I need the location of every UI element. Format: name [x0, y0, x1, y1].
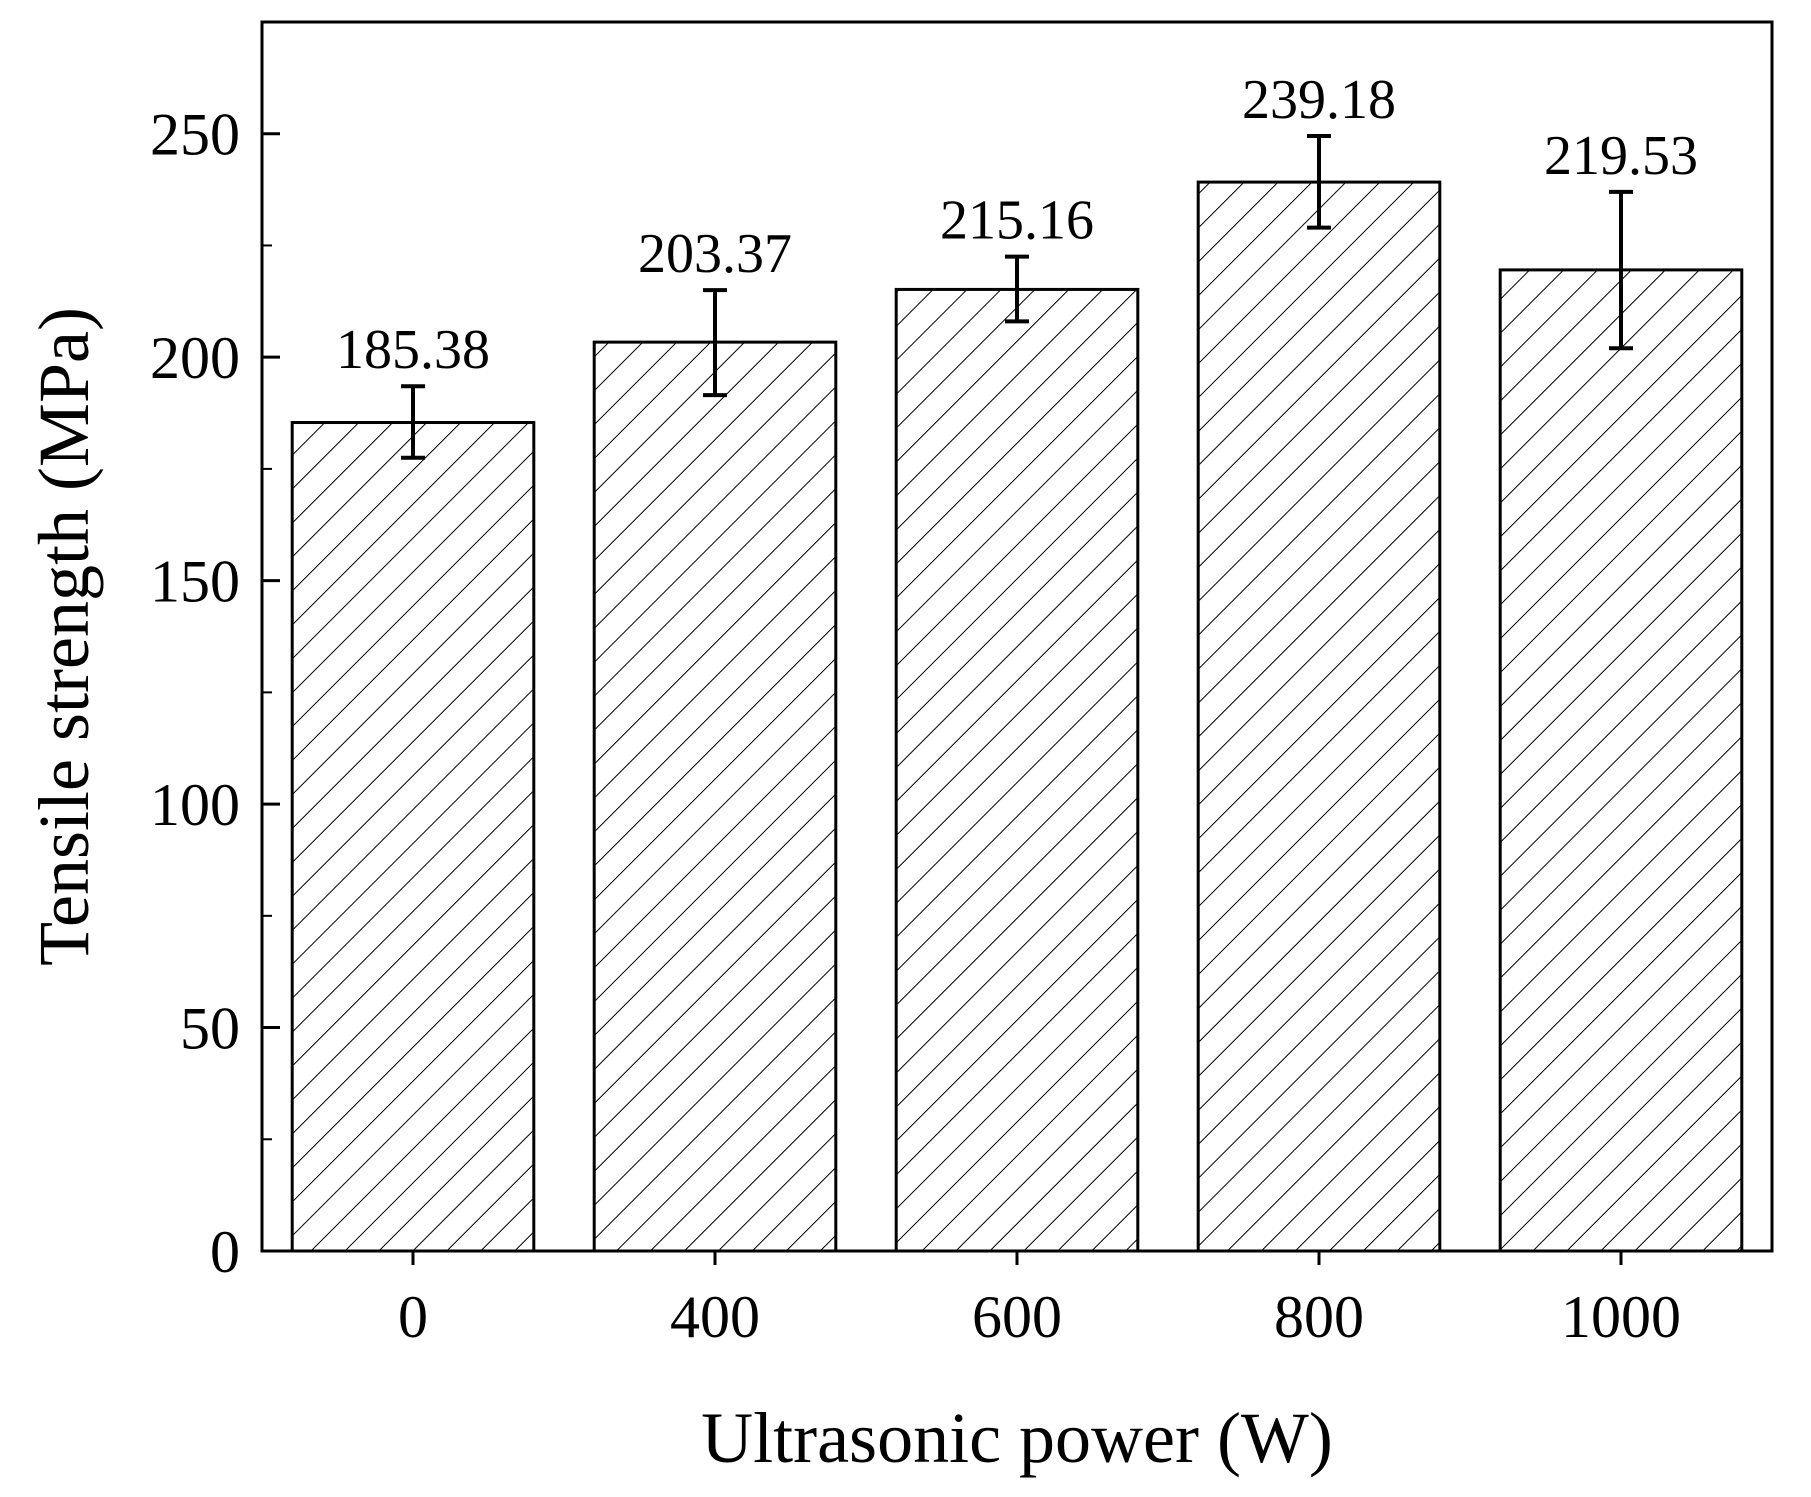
x-axis: 0 400 600 800 1000: [398, 1251, 1681, 1350]
bar-800: [1196, 180, 1442, 1253]
value-labels-layer: 185.38 203.37 215.16 239.18 219.53: [336, 69, 1698, 381]
y-axis: 0 50 100 150 200 250: [150, 102, 280, 1285]
error-bars-layer: [401, 133, 1633, 460]
bar-600: [894, 287, 1140, 1253]
y-tick-label-0: 0: [210, 1219, 240, 1285]
bar-1000: [1498, 268, 1744, 1253]
x-tick-label-1000: 1000: [1561, 1284, 1681, 1350]
value-label-400: 203.37: [638, 223, 792, 285]
error-bar-400: [703, 288, 727, 398]
bar-0: [290, 421, 536, 1253]
bar-400: [592, 340, 838, 1253]
y-tick-label-250: 250: [150, 102, 240, 168]
error-bar-1000: [1609, 189, 1633, 351]
y-axis-title: Tensile strength (MPa): [24, 307, 104, 966]
error-bar-800: [1307, 133, 1331, 230]
y-tick-label-150: 150: [150, 549, 240, 615]
error-bar-600: [1005, 254, 1029, 324]
y-tick-label-100: 100: [150, 772, 240, 838]
x-tick-label-800: 800: [1274, 1284, 1364, 1350]
x-tick-label-400: 400: [670, 1284, 760, 1350]
y-tick-label-50: 50: [180, 996, 240, 1062]
x-axis-title: Ultrasonic power (W): [701, 1398, 1333, 1478]
error-bar-0: [401, 384, 425, 460]
bars-layer: [290, 180, 1744, 1253]
x-tick-label-600: 600: [972, 1284, 1062, 1350]
y-tick-label-200: 200: [150, 325, 240, 391]
x-tick-label-0: 0: [398, 1284, 428, 1350]
value-label-0: 185.38: [336, 319, 490, 381]
value-label-600: 215.16: [940, 190, 1094, 252]
value-label-800: 239.18: [1242, 69, 1396, 131]
value-label-1000: 219.53: [1544, 125, 1698, 187]
